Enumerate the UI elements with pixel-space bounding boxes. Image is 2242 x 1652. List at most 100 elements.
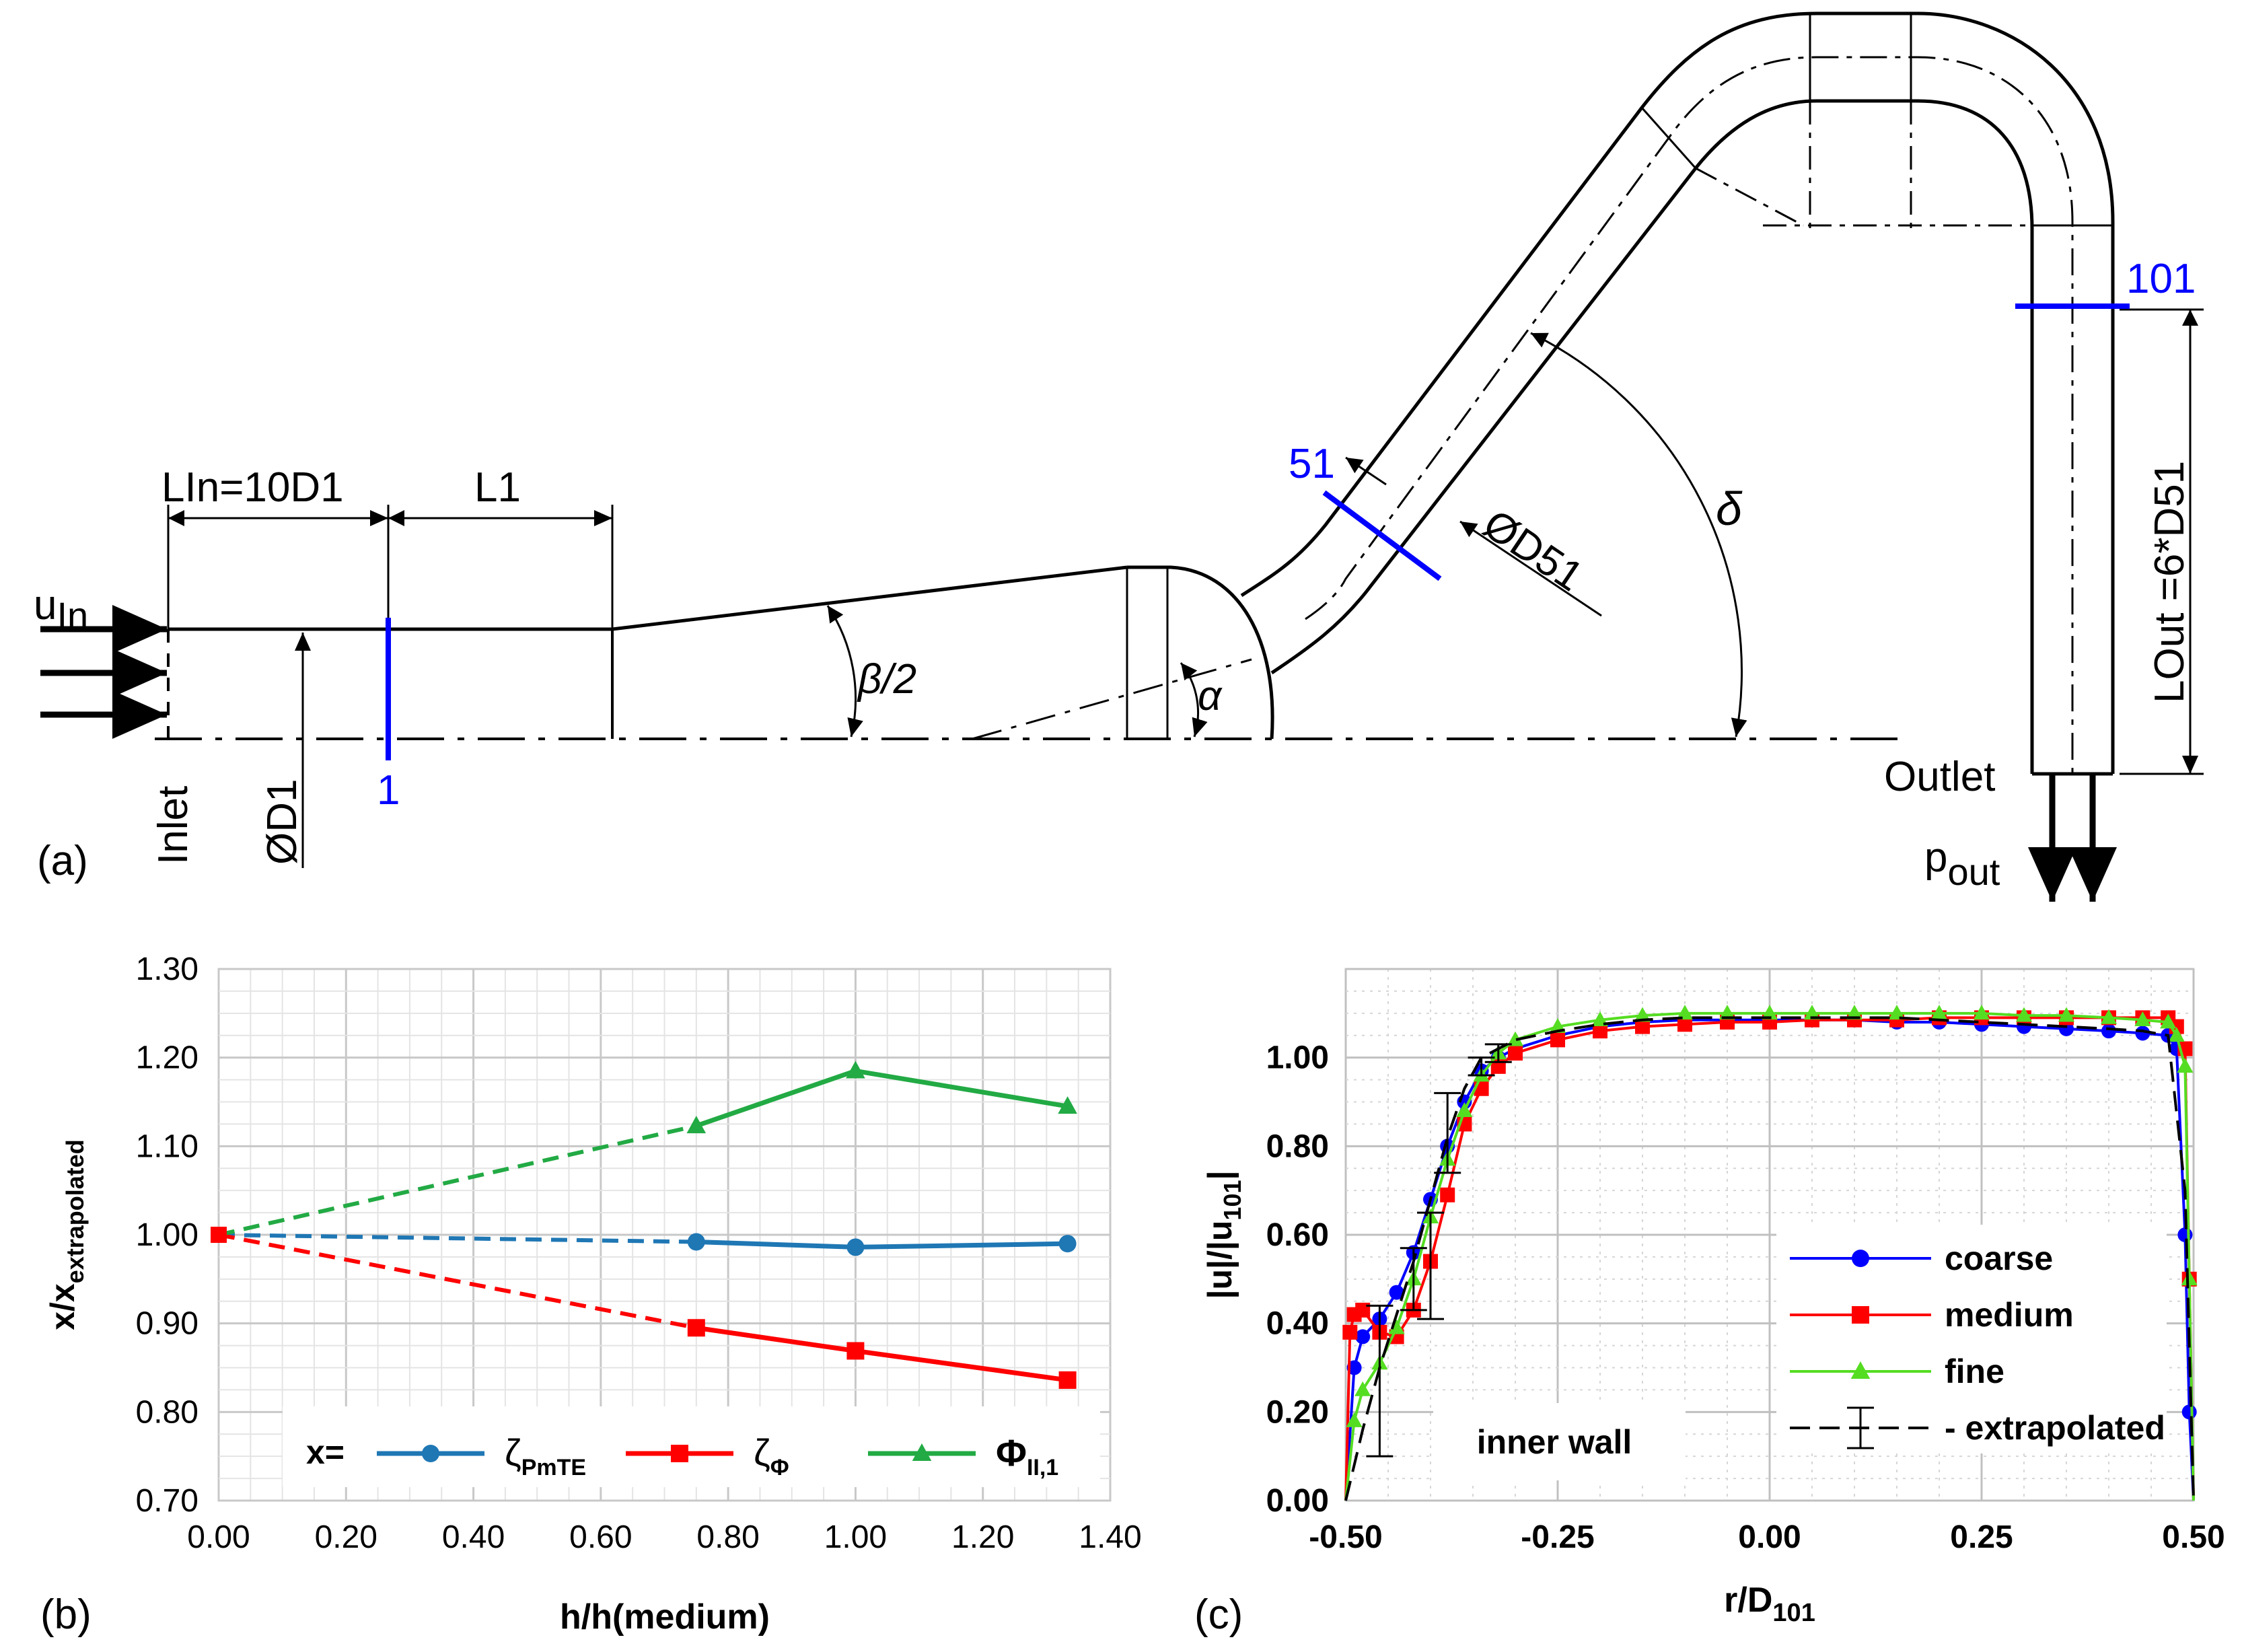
d1-label: ØD1 (259, 779, 305, 865)
chart-b-legend: x= ζPmTE ζΦ ΦII,1 (306, 1431, 1058, 1480)
panel-a-geometry (40, 11, 2204, 902)
u-in-label: uIn (34, 582, 88, 637)
panel-a-labels: (a) uIn LIn=10D1 L1 Inlet ØD1 1 β/2 α 51… (34, 256, 2196, 893)
section-101-label: 101 (2126, 256, 2196, 302)
data-point (1346, 1412, 1363, 1427)
d51-dim-2 (1459, 520, 1602, 617)
data-point (1634, 1007, 1651, 1022)
beta-arc (826, 605, 863, 738)
data-point (1930, 1005, 1948, 1020)
data-point (1803, 1005, 1821, 1020)
y-tick-label: 1.10 (136, 1128, 198, 1164)
data-point (2160, 1013, 2177, 1029)
chart-c-ylabel: |u|/|u101| (1201, 1170, 1246, 1299)
data-point (1389, 1285, 1404, 1300)
data-point (2134, 1011, 2151, 1027)
alpha-label: α (1198, 673, 1223, 719)
chart-c-annotation-box (1433, 1403, 1686, 1480)
extrapolation-line (218, 1233, 696, 1244)
y-tick-label: 0.40 (1266, 1306, 1329, 1342)
d51-label: ØD51 (1475, 501, 1591, 600)
x-tick-label: 1.20 (951, 1519, 1014, 1555)
data-point (1354, 1381, 1371, 1396)
lin-label: LIn=10D1 (161, 464, 344, 511)
chart-b-panel-label: (b) (40, 1591, 92, 1638)
legend-label: coarse (1945, 1240, 2053, 1277)
beta-label: β/2 (857, 656, 916, 703)
chart-b-ticks: 0.00 0.20 0.40 0.60 0.80 1.00 1.20 1.40 0.70 0.80… (136, 951, 1142, 1555)
chart-b-grid (217, 968, 1112, 1502)
lout-label: LOut =6*D51 (2146, 461, 2193, 703)
chart-c-ticks: -0.50 -0.25 0.00 0.25 0.50 0.00 0.20 0.40 0.60 0.… (1266, 1040, 2225, 1555)
x-tick-label: 1.00 (824, 1519, 887, 1555)
y-tick-label: 0.00 (1266, 1483, 1329, 1519)
bend-cut-1 (1640, 107, 1697, 169)
chart-b-ylabel: x/xextrapolated (44, 1139, 89, 1330)
legend-marker (422, 1445, 439, 1462)
data-point (1388, 1319, 1405, 1334)
data-point (2100, 1009, 2118, 1024)
chart-c-panel-label: (c) (1194, 1591, 1243, 1638)
extrapolation-line (218, 1124, 697, 1237)
data-point (1677, 1017, 1692, 1032)
x-tick-label: -0.50 (1309, 1519, 1382, 1555)
legend-label: medium (1945, 1296, 2074, 1334)
x-tick-label: 0.20 (315, 1519, 377, 1555)
legend-label: fine (1945, 1353, 2004, 1390)
pipe-centerline (1305, 56, 2074, 774)
data-point (1761, 1005, 1778, 1020)
data-point (687, 1233, 705, 1251)
data-point (2181, 1404, 2197, 1420)
chart-c-legend-box (1776, 1225, 2167, 1453)
data-point (846, 1342, 865, 1360)
chart-c-series (1342, 1005, 2198, 1501)
series-line (1344, 1016, 2195, 1501)
x-tick-label: 0.50 (2162, 1519, 2225, 1555)
data-point (1342, 1324, 1358, 1340)
legend-marker (1852, 1250, 1869, 1267)
outlet-label: Outlet (1884, 754, 1995, 800)
x-tick-label: 0.40 (442, 1519, 505, 1555)
data-point (2181, 1270, 2198, 1286)
data-point (1507, 1031, 1524, 1046)
chart-c-legend: coarse medium fine - extrapolated (1790, 1240, 2165, 1449)
data-point (2058, 1007, 2075, 1022)
chart-b-legend-prefix: x= (306, 1433, 345, 1471)
y-tick-label: 0.80 (136, 1394, 198, 1430)
data-point (2168, 1027, 2185, 1042)
d51-dim-1 (1345, 456, 1387, 486)
data-point (1973, 1005, 1990, 1020)
y-tick-label: 1.20 (136, 1040, 198, 1076)
pipe-inner-wall (1270, 99, 2034, 774)
data-point (2177, 1058, 2194, 1073)
data-point (687, 1319, 705, 1337)
data-point (1058, 1235, 1077, 1253)
inlet-label: Inlet (150, 786, 196, 865)
data-point (1550, 1032, 1565, 1048)
data-point (1456, 1102, 1473, 1118)
data-point (1676, 1005, 1694, 1020)
x-tick-label: 0.80 (696, 1519, 759, 1555)
data-point (1888, 1005, 1906, 1020)
chart-b-legend-box (283, 1406, 1100, 1487)
legend-marker (671, 1445, 688, 1462)
data-point (846, 1061, 865, 1079)
data-point (1591, 1011, 1609, 1027)
legend-marker (1852, 1306, 1869, 1324)
panel-a-label: (a) (37, 838, 88, 884)
section-51-label: 51 (1289, 441, 1335, 487)
p-out-label: pout (1924, 834, 2000, 893)
bend-construction-1 (1695, 167, 1804, 227)
pipe-outer-wall (1240, 11, 2115, 774)
legend-label: ζPmTE (505, 1431, 586, 1480)
legend-label: - extrapolated (1945, 1409, 2165, 1447)
section-51-line (1322, 490, 1442, 581)
chart-b-series (211, 1061, 1077, 1389)
data-point (1058, 1371, 1077, 1389)
data-point (1635, 1019, 1650, 1034)
origin-point (211, 1227, 227, 1243)
delta-label: δ (1716, 482, 1743, 535)
l1-label: L1 (474, 464, 521, 511)
alpha-arc (1180, 662, 1208, 738)
